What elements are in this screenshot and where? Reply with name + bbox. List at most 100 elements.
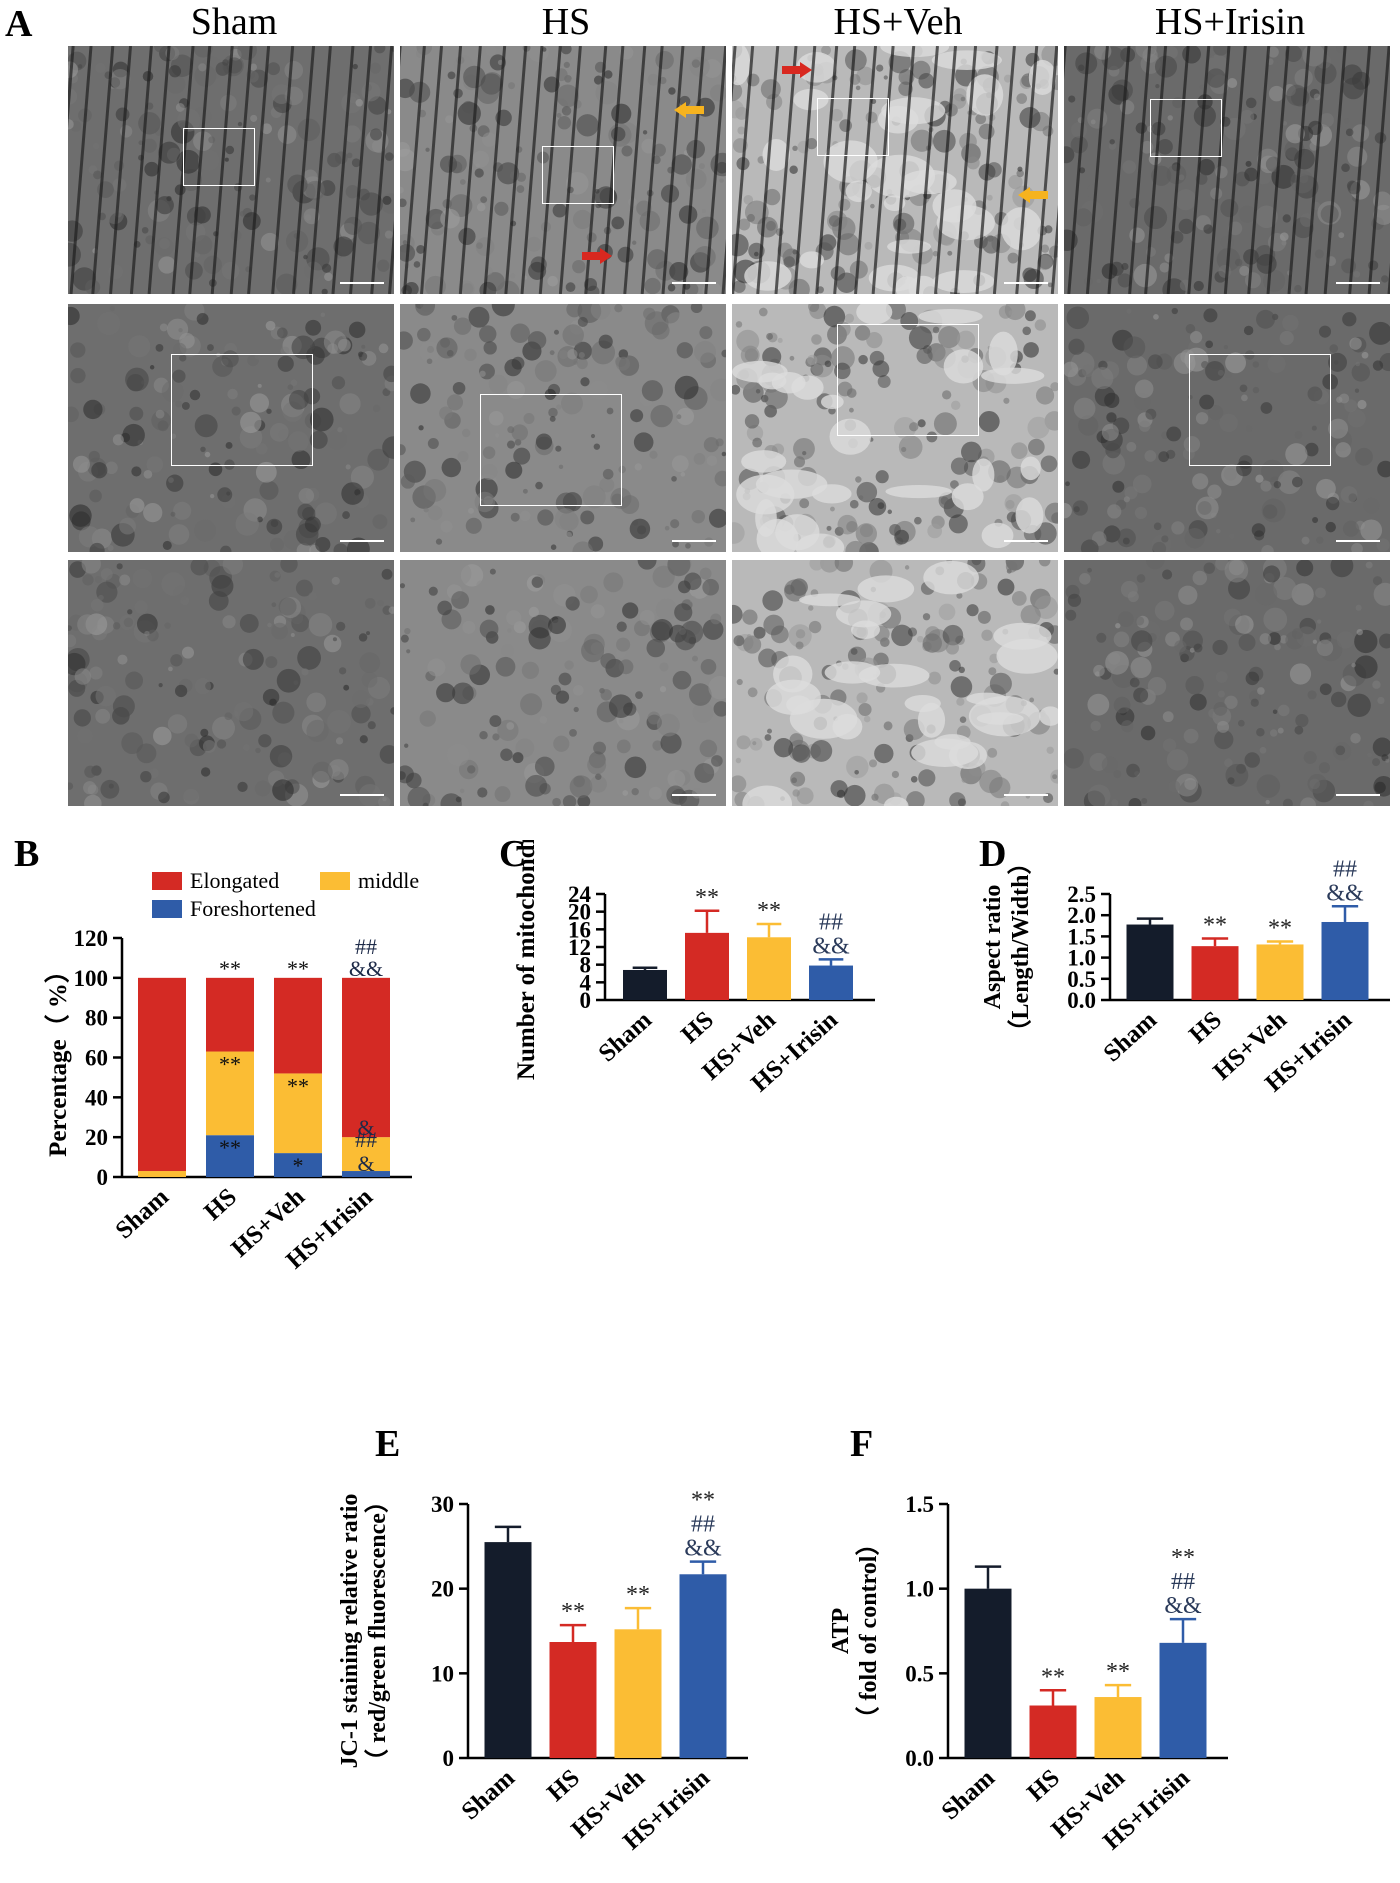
y-tick-label: 80 [85,1006,108,1031]
y-tick-label: 10 [431,1661,454,1686]
scale-bar [1004,540,1048,542]
column-title-hs-irisin: HS+Irisin [1154,1,1306,43]
bar-sham [484,1542,532,1758]
micrograph-row3-hs-veh [732,560,1058,806]
y-tick-label: 40 [85,1085,108,1110]
significance-mark: ## [1171,1569,1195,1595]
scale-bar [1004,282,1048,284]
legend-swatch-elongated [152,872,182,890]
micrograph-row3-sham [68,560,394,806]
significance-mark: ** [1106,1659,1130,1685]
significance-mark: && [684,1536,722,1562]
y-tick-label: 30 [431,1492,454,1517]
y-axis-label-2: （ fold of control） [855,1532,882,1731]
bar-hs [1029,1705,1077,1758]
panel-letter-a: A [5,3,33,45]
significance-mark: ** [757,898,781,924]
arrow-icon [782,62,812,78]
zoom-box [542,146,614,204]
scale-bar [340,794,384,796]
y-axis-label-2: （ red/green fluorescence） [364,1489,391,1773]
panel-letter-b: B [14,833,40,875]
scale-bar [672,540,716,542]
panel-letter-c: C [499,833,527,875]
zoom-box [171,354,313,466]
micrograph-row2-sham [68,304,394,552]
stack-elongated [274,977,322,1074]
zoom-box [480,394,622,506]
stack-middle [138,1171,186,1177]
significance-mark: ## [1333,856,1357,882]
y-axis-label-2: （Length/Width） [1007,851,1034,1044]
bar-sham [623,969,667,1000]
significance-mark: && [812,933,850,959]
micrograph-row2-hs-irisin [1064,304,1390,552]
bar-hs [1191,946,1239,1000]
zoom-box [1150,99,1222,157]
y-tick-label: 120 [74,926,109,951]
y-tick-label: 1.5 [1067,924,1096,949]
y-tick-label: 16 [568,917,591,942]
scale-bar [672,794,716,796]
panel-letter-d: D [979,833,1007,875]
bar-hs-veh [747,937,791,1000]
significance-mark: * [293,1153,304,1178]
y-axis-label: Number of mitochondria [513,840,540,1080]
x-tick-label: Sham [594,1006,658,1067]
y-tick-label: 0.5 [905,1661,934,1686]
micrograph-row3-hs-irisin [1064,560,1390,806]
x-tick-label: HS [199,1183,242,1225]
stack-middle [206,1051,254,1136]
legend: Elongated middle Foreshortened [152,868,419,921]
micrograph-row1-sham [68,46,394,294]
micrograph-row3-hs [400,560,726,806]
significance-mark: ** [561,1599,585,1625]
significance-mark: ** [1203,913,1227,939]
legend-label-foreshortened: Foreshortened [190,896,316,921]
significance-mark: & [357,1151,374,1176]
significance-mark: ** [695,885,719,911]
chart-e-jc1-ratio: 0 10 20 30 JC-1 staining relative ratio （ red… [337,1488,748,1855]
significance-mark: & [357,1115,374,1140]
panel-letter-f: F [850,1423,874,1465]
significance-mark: ** [287,1073,309,1098]
bar-hs-irisin [1321,921,1369,1000]
arrow-icon [582,248,612,264]
y-tick-label: 60 [85,1046,108,1071]
significance-mark: ## [355,934,377,959]
x-tick-label: Sham [937,1764,1001,1825]
y-tick-label: 4 [580,970,592,995]
x-tick-label: Sham [457,1764,521,1825]
significance-mark: ** [691,1488,715,1514]
y-tick-label: 20 [85,1125,108,1150]
stack-middle [342,1137,390,1172]
significance-mark: ** [287,956,309,981]
stack-elongated [342,977,390,1138]
stack-elongated [138,977,186,1172]
column-title-sham: Sham [190,1,278,43]
chart-d-aspect-ratio: 0.00.51.01.52.02.5 Aspect ratio （Length/Wi… [980,851,1390,1097]
stack-elongated [206,977,254,1052]
scale-bar [1336,282,1380,284]
scale-bar [1004,794,1048,796]
stack-middle [274,1073,322,1154]
bar-sham [964,1588,1012,1758]
y-tick-label: 0.5 [1067,967,1096,992]
bar-hs-irisin [1159,1642,1207,1758]
bar-hs-irisin [809,965,853,1000]
zoom-box [1189,354,1331,466]
x-tick-label: HS [1184,1006,1227,1048]
y-tick-label: 0 [443,1746,455,1771]
arrow-icon [674,102,704,118]
y-tick-label: 2.5 [1067,882,1096,907]
x-tick-label: HS [542,1764,585,1806]
zoom-box [837,324,979,436]
significance-mark: ## [691,1512,715,1538]
significance-mark: ** [1268,915,1292,941]
micrograph-row2-hs-veh [732,304,1058,552]
y-axis-label: JC-1 staining relative ratio [337,1494,363,1769]
x-tick-label: HS [676,1006,719,1048]
micrograph-row2-hs [400,304,726,552]
